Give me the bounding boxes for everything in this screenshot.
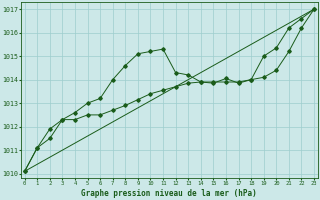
X-axis label: Graphe pression niveau de la mer (hPa): Graphe pression niveau de la mer (hPa)	[82, 189, 257, 198]
